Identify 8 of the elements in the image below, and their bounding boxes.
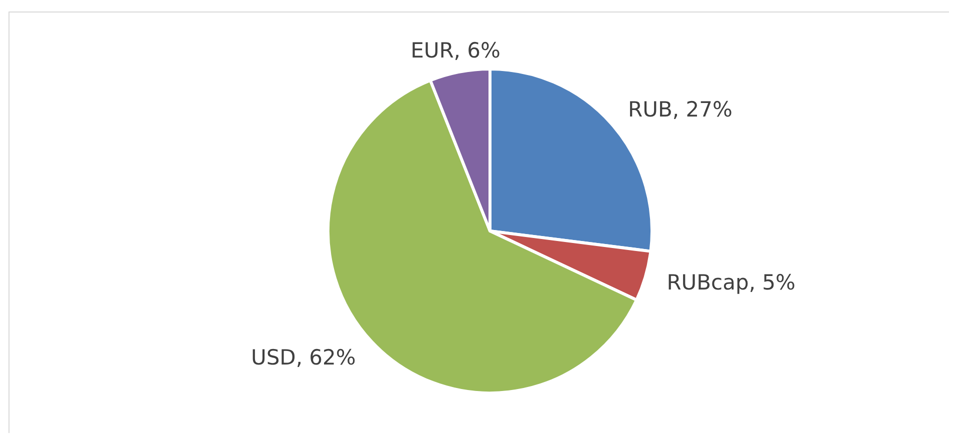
data-label: , 6% [454, 38, 500, 63]
slice-label: RUBcap [666, 270, 749, 295]
data-label: , 27% [672, 98, 732, 122]
data-label: , 5% [748, 270, 796, 295]
slice-label: EUR [410, 38, 454, 63]
data-label: , 62% [296, 345, 356, 370]
slice-label: USD [250, 345, 296, 370]
slice-label: RUB [628, 98, 672, 122]
